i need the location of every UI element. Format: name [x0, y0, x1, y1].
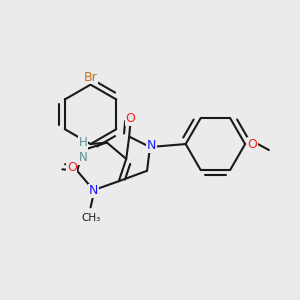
Text: N: N: [147, 139, 156, 152]
Text: H
N: H N: [79, 136, 88, 164]
Text: CH₃: CH₃: [81, 213, 100, 223]
Text: Br: Br: [84, 71, 98, 84]
Text: N: N: [89, 184, 98, 197]
Text: O: O: [126, 112, 136, 125]
Text: O: O: [248, 138, 257, 151]
Text: O: O: [67, 161, 77, 174]
